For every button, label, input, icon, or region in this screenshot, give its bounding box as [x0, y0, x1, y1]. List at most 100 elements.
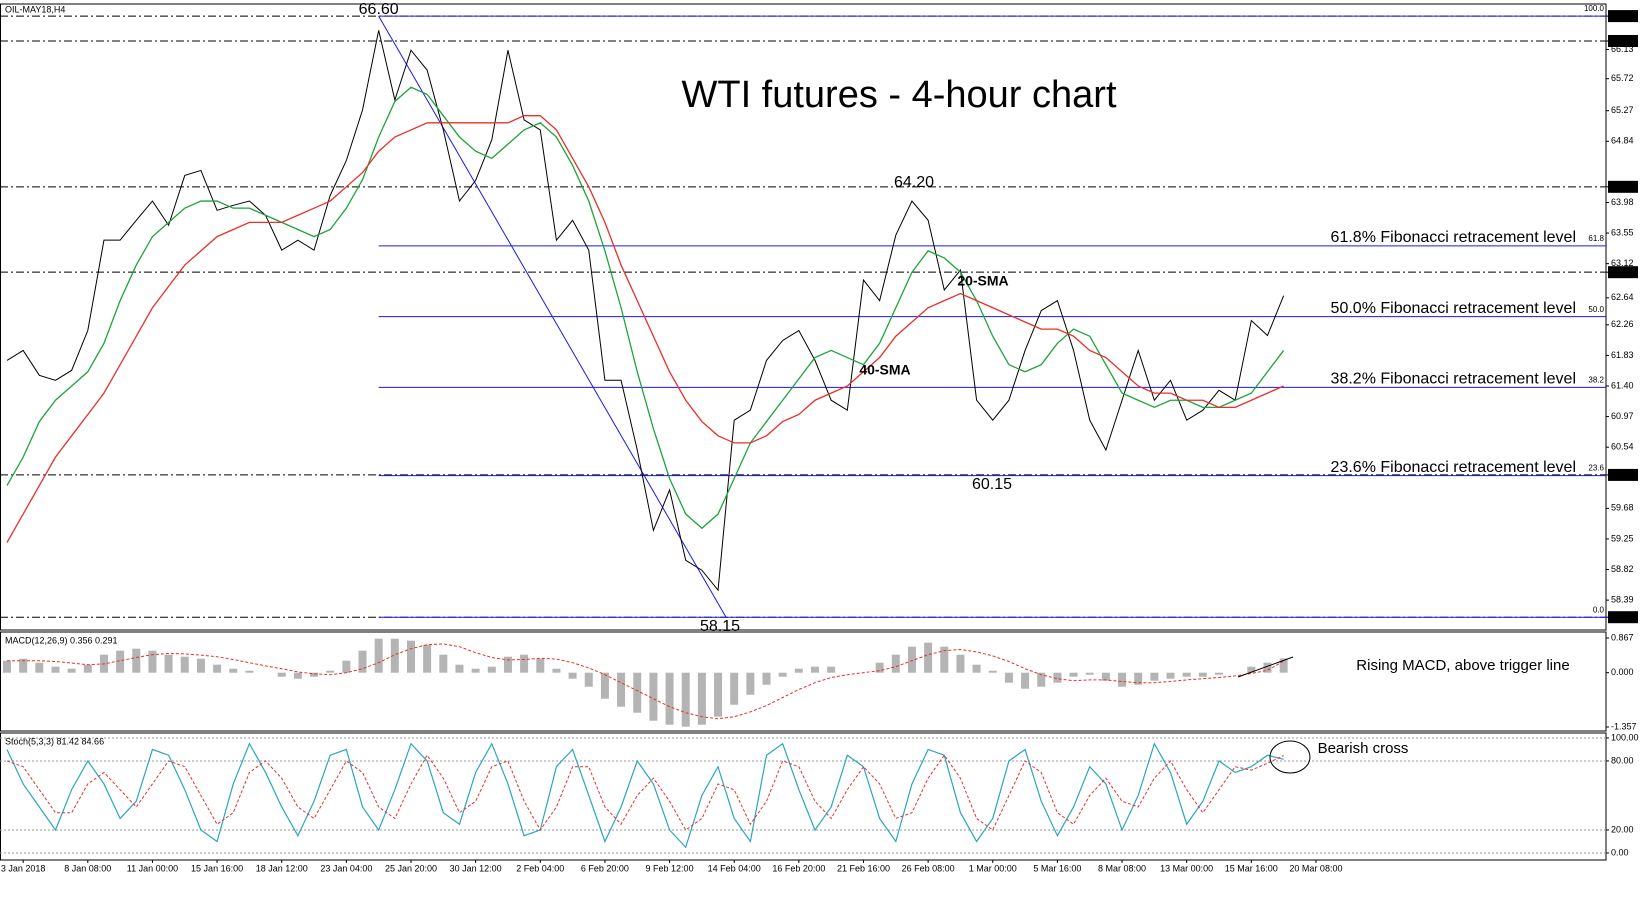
y-tick-label: 61.83 [1611, 350, 1634, 360]
y-tick-label: 58.82 [1611, 564, 1634, 574]
macd-bar [730, 672, 739, 705]
y-tick-label: 63.55 [1611, 227, 1634, 237]
sma-label: 20-SMA [957, 273, 1008, 289]
price-annotation: 60.15 [972, 476, 1012, 493]
x-tick-label: 20 Mar 08:00 [1289, 863, 1342, 873]
stoch-annotation: Bearish cross [1318, 740, 1409, 757]
macd-bar [1134, 672, 1143, 685]
macd-bar [116, 650, 125, 673]
fib-label: 23.6% Fibonacci retracement level [1331, 459, 1576, 476]
macd-bar [552, 668, 561, 673]
macd-bar [229, 668, 238, 673]
macd-bar [471, 668, 480, 673]
y-tick-label: 65.27 [1611, 105, 1634, 115]
macd-bar [51, 666, 60, 673]
macd-bar [503, 656, 512, 673]
macd-bar [891, 654, 900, 673]
fib-ratio: 100.0 [1584, 4, 1605, 13]
series-line [7, 643, 1284, 720]
x-tick-label: 6 Feb 20:00 [581, 863, 629, 873]
x-tick-label: 15 Jan 16:00 [191, 863, 243, 873]
y-tick-label: 66.60 [1611, 10, 1634, 20]
macd-bar [1021, 672, 1030, 689]
macd-bar [487, 666, 496, 673]
x-tick-label: 15 Mar 16:00 [1225, 863, 1278, 873]
fib-ratio: 50.0 [1588, 305, 1604, 314]
y-tick-label: 66.13 [1611, 44, 1634, 54]
x-tick-label: 21 Feb 16:00 [837, 863, 890, 873]
macd-bar [1069, 672, 1078, 677]
macd-bar [439, 654, 448, 673]
y-tick-label: 59.25 [1611, 533, 1634, 543]
x-tick-label: 3 Jan 2018 [1, 863, 46, 873]
macd-bar [35, 662, 44, 673]
macd-bar [681, 672, 690, 727]
macd-bar [762, 672, 771, 685]
x-tick-label: 26 Feb 08:00 [902, 863, 955, 873]
macd-bar [714, 672, 723, 717]
macd-bar [1182, 672, 1191, 677]
tick-highlight [1608, 468, 1638, 481]
fib-ratio: 38.2 [1588, 376, 1604, 385]
series-line [6, 30, 1285, 592]
tick-highlight [1608, 266, 1638, 279]
macd-bar [520, 654, 529, 673]
macd-bar [1198, 672, 1207, 677]
y-tick-label: 60.97 [1611, 411, 1634, 421]
macd-bar [67, 668, 76, 673]
macd-bar [665, 672, 674, 725]
macd-bar [358, 650, 367, 673]
x-tick-label: 8 Jan 08:00 [64, 863, 111, 873]
macd-bar [1085, 672, 1094, 675]
macd-bar [407, 640, 415, 673]
symbol: OIL-MAY18,H4 [5, 4, 65, 14]
macd-bar [956, 654, 965, 673]
macd-bar [326, 670, 335, 673]
x-tick-label: 9 Feb 12:00 [646, 863, 694, 873]
macd-bar [988, 670, 997, 673]
macd-bar [245, 670, 254, 673]
y-tick-label: 64.84 [1611, 136, 1634, 146]
y-tick-label: 59.68 [1611, 503, 1634, 513]
macd-bar [196, 658, 205, 673]
macd-bar [794, 668, 803, 673]
macd-bar [1166, 672, 1175, 679]
macd-bar [132, 648, 141, 673]
macd-bar [374, 638, 383, 673]
y-tick-label: 66.25 [1611, 35, 1634, 45]
x-tick-label: 18 Jan 12:00 [256, 863, 308, 873]
x-tick-label: 23 Jan 04:00 [320, 863, 372, 873]
tick-highlight [1608, 10, 1638, 23]
series-line [6, 754, 1284, 831]
macd-bar [148, 650, 157, 673]
macd-bar [649, 672, 658, 721]
macd-bar [746, 672, 755, 695]
x-tick-label: 14 Feb 04:00 [708, 863, 761, 873]
fib-label: 61.8% Fibonacci retracement level [1331, 229, 1576, 246]
macd-bar [1037, 672, 1046, 687]
x-tick-label: 5 Mar 16:00 [1033, 863, 1081, 873]
macd-bar [455, 664, 464, 673]
macd-bar [1101, 672, 1110, 681]
price-annotation: 64.20 [894, 174, 934, 191]
macd-bar [310, 672, 319, 677]
macd-bar [164, 654, 173, 673]
macd-bar [924, 642, 933, 673]
x-tick-label: 25 Jan 20:00 [385, 863, 437, 873]
y-tick-label: 100.00 [1611, 732, 1639, 742]
y-tick-label: 62.26 [1611, 319, 1634, 329]
price-annotation: 66.60 [359, 1, 399, 18]
y-tick-label: 60.54 [1611, 442, 1634, 452]
tick-highlight [1608, 34, 1638, 47]
sma-label: 40-SMA [859, 362, 910, 378]
y-tick-label: 0.867 [1611, 632, 1634, 642]
cross-circle [1269, 740, 1311, 774]
macd-bar [180, 656, 189, 673]
fib-label: 50.0% Fibonacci retracement level [1331, 300, 1576, 317]
y-tick-label: 63.00 [1611, 267, 1634, 277]
x-tick-label: 1 Mar 00:00 [969, 863, 1017, 873]
macd-bar [390, 638, 399, 673]
